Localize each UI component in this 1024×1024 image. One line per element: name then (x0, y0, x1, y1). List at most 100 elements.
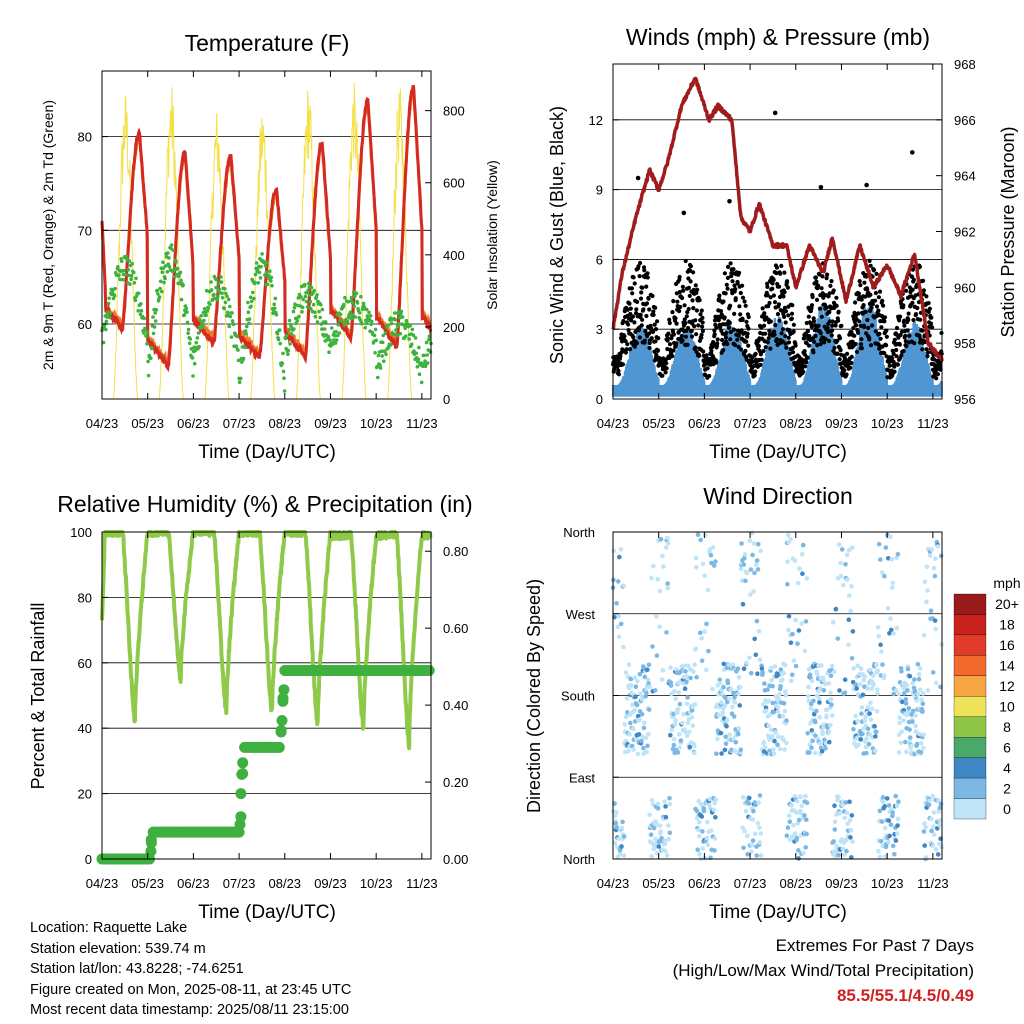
direction-point (756, 541, 761, 547)
dewpoint-point (291, 309, 296, 314)
dewpoint-point (378, 366, 383, 370)
dewpoint-point (130, 261, 134, 266)
direction-point (700, 561, 706, 567)
gust-point (714, 360, 719, 365)
dewpoint-point (224, 291, 228, 296)
gust-point (738, 290, 743, 296)
gust-point (715, 337, 720, 342)
direction-point (784, 833, 790, 838)
dewpoint-point (237, 380, 242, 385)
direction-point (633, 694, 638, 700)
gust-point (850, 339, 855, 344)
direction-point (675, 750, 681, 755)
direction-xlabel: Time (Day/UTC) (709, 902, 847, 923)
direction-point (785, 532, 791, 538)
gust-point (913, 312, 919, 317)
temperature-y2tick-label: 600 (443, 176, 465, 191)
dewpoint-point (293, 302, 297, 307)
gust-point (762, 323, 767, 328)
gust-point (647, 307, 652, 312)
direction-point (702, 573, 708, 578)
direction-point (790, 631, 795, 637)
direction-point (744, 570, 750, 576)
direction-point (773, 730, 778, 735)
gust-point (852, 333, 857, 338)
colorbar-label: 4 (1003, 760, 1011, 776)
direction-point (700, 829, 705, 834)
direction-point (751, 808, 756, 814)
direction-point (775, 742, 780, 748)
dewpoint-point (282, 376, 286, 381)
direction-point (780, 677, 785, 682)
gust-point (774, 337, 779, 342)
direction-point (846, 547, 852, 553)
extremes-title: Extremes For Past 7 Days (775, 936, 974, 955)
direction-point (830, 619, 836, 625)
gust-point (802, 349, 807, 354)
gust-point (638, 296, 644, 301)
gust-point (856, 330, 861, 335)
direction-point (824, 713, 829, 718)
winds-ylabel-right: Station Pressure (Maroon) (998, 126, 1018, 337)
dewpoint-point (231, 322, 236, 327)
gust-point (753, 369, 758, 374)
direction-point (654, 653, 660, 658)
direction-point (614, 825, 620, 830)
gust-point (642, 338, 647, 343)
dewpoint-point (297, 314, 301, 319)
direction-point (772, 738, 777, 744)
dewpoint-point (331, 342, 335, 347)
precip-jump-point (278, 684, 290, 696)
winds-xtick-label: 09/23 (825, 416, 858, 431)
direction-point (839, 547, 845, 552)
dewpoint-point (134, 276, 138, 281)
direction-point (649, 798, 655, 803)
direction-point (722, 703, 728, 708)
direction-point (617, 554, 622, 560)
dewpoint-point (258, 276, 263, 280)
gust-point (622, 334, 627, 339)
direction-point (699, 814, 705, 819)
temperature-xtick-label: 05/23 (131, 416, 164, 431)
gust-point (911, 317, 916, 323)
gust-point (746, 343, 751, 348)
humidity-ylabel-left: Percent & Total Rainfall (28, 603, 48, 790)
gust-point (930, 325, 935, 330)
direction-ytick-label: West (566, 607, 596, 622)
dewpoint-point (251, 290, 255, 295)
direction-point (851, 726, 856, 732)
direction-point (864, 750, 869, 756)
dewpoint-point (220, 291, 224, 296)
direction-point (760, 670, 765, 675)
dewpoint-point (294, 321, 298, 326)
winds-ytick-label: 6 (596, 252, 603, 267)
direction-point (628, 683, 634, 688)
gust-point (882, 315, 888, 320)
gust-point (693, 345, 698, 350)
dewpoint-point (158, 286, 162, 291)
gust-point (910, 300, 915, 305)
dewpoint-point (243, 345, 247, 350)
gust-point (744, 319, 749, 324)
direction-point (799, 803, 805, 809)
direction-point (830, 713, 835, 718)
gust-point (779, 331, 784, 336)
temperature-ylabel-right: Solar Insolation (Yellow) (484, 160, 500, 310)
direction-point (645, 667, 650, 673)
direction-point (931, 565, 937, 571)
colorbar-swatch (953, 757, 987, 779)
direction-point (870, 673, 876, 678)
direction-point (651, 563, 656, 569)
dewpoint-point (334, 338, 339, 342)
dewpoint-point (376, 375, 380, 380)
direction-point (855, 663, 861, 669)
gust-point (937, 364, 942, 369)
dewpoint-point (139, 302, 143, 306)
humidity-xtick-label: 04/23 (86, 876, 119, 891)
gust-point (865, 287, 870, 292)
dewpoint-point (305, 305, 310, 309)
gust-point (882, 319, 887, 324)
gust-point (641, 307, 646, 312)
dewpoint-point (145, 342, 149, 346)
gust-point (625, 342, 630, 347)
